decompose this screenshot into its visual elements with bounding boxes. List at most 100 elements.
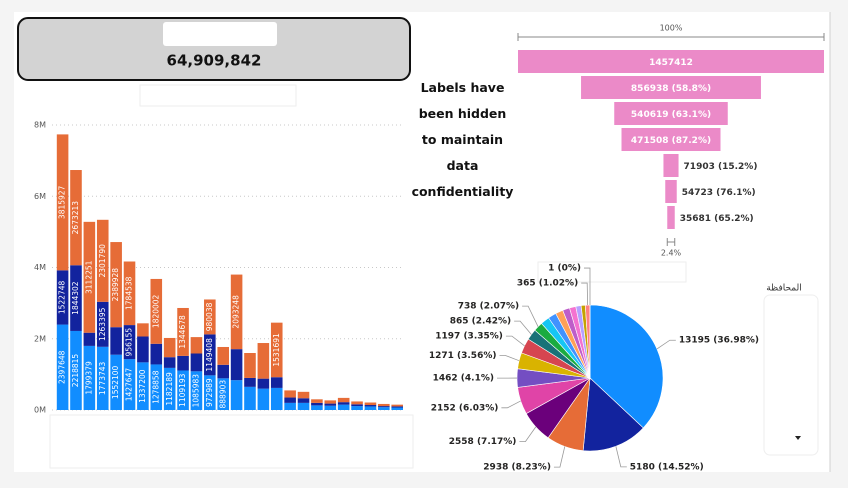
funnel-bar <box>621 128 721 151</box>
bar-segment <box>230 274 243 350</box>
bar-segment <box>217 378 229 410</box>
bar-segment <box>56 324 69 410</box>
bar-segment <box>391 406 403 408</box>
leader-line <box>519 426 537 443</box>
bar-segment <box>257 343 270 379</box>
y-tick-label: 6M <box>34 192 46 201</box>
leader-line <box>581 282 589 306</box>
bar-segment <box>163 357 176 368</box>
bar-segment <box>257 388 270 410</box>
data-label: 35681 (65.2%) <box>680 214 754 224</box>
bar-segment <box>70 330 82 410</box>
slicer-box[interactable] <box>763 294 819 456</box>
bar-segment <box>163 337 176 358</box>
leader-line <box>501 400 521 409</box>
bar-segment <box>378 403 390 407</box>
kpi-value: 64,909,842 <box>167 52 262 70</box>
data-label: 1197 (3.35%) <box>435 332 503 342</box>
data-label: 972989 <box>205 378 214 407</box>
leader-line <box>656 339 676 350</box>
data-label: 2389928 <box>111 268 120 302</box>
leader-line <box>505 335 525 347</box>
data-label: 865 (2.42%) <box>450 317 511 327</box>
bar-segment <box>364 402 377 406</box>
bar-segment <box>270 387 283 410</box>
bar-segment <box>56 270 69 325</box>
data-label: 2152 (6.03%) <box>431 403 499 413</box>
bar-segment <box>204 299 216 335</box>
dropdown-arrow[interactable] <box>795 436 801 440</box>
data-label: 1531691 <box>272 333 281 367</box>
bar-segment <box>177 370 189 410</box>
bar-segment <box>297 391 310 399</box>
leader-line <box>615 446 627 468</box>
bar-segment <box>123 325 136 360</box>
leader-line <box>583 267 591 306</box>
bar-segment <box>150 278 163 344</box>
bar-segment <box>337 404 350 410</box>
data-label: 1773743 <box>98 361 107 395</box>
bar-segment <box>378 406 390 408</box>
bar-segment <box>217 346 229 365</box>
bar-segment <box>190 353 203 372</box>
bar-segment <box>244 353 256 378</box>
bar-segment <box>70 265 82 331</box>
data-label: 1337200 <box>138 369 147 403</box>
bar-segment <box>137 362 149 410</box>
data-label: 365 (1.02%) <box>517 279 578 289</box>
bar-segment <box>110 327 122 355</box>
data-label: 1522748 <box>58 281 67 315</box>
bar-segment <box>364 406 377 410</box>
bar-segment <box>257 378 270 389</box>
y-tick-label: 8M <box>34 121 46 130</box>
bar-segment <box>217 364 229 379</box>
bar-segment <box>284 390 296 398</box>
bar-segment <box>351 404 363 407</box>
y-tick-label: 4M <box>34 263 46 272</box>
y-tick-label: 0M <box>34 406 46 415</box>
bar-segment <box>337 402 350 405</box>
leader-line <box>553 446 566 468</box>
bar-segment <box>123 261 136 326</box>
bar-segment <box>70 170 82 266</box>
bar-segment <box>96 219 109 302</box>
leader-line <box>499 355 520 362</box>
data-label: 1344678 <box>178 315 187 349</box>
data-label: 1457412 <box>649 58 693 68</box>
funnel-bar <box>665 180 677 203</box>
bar-segment <box>190 337 203 354</box>
data-label: 1263395 <box>98 307 107 341</box>
bar-segment <box>123 359 136 410</box>
bar-segment <box>244 386 256 410</box>
funnel-bar <box>667 206 675 229</box>
bar-segment <box>204 375 216 410</box>
data-label: 2673213 <box>71 201 80 235</box>
data-label: 471508 (87.2%) <box>631 136 711 146</box>
bar-segment <box>364 405 377 407</box>
bar-segment <box>391 407 403 410</box>
data-label: 2093248 <box>232 295 241 329</box>
data-label: 1799379 <box>84 361 93 395</box>
data-label: 2301790 <box>98 244 107 278</box>
data-label: 2558 (7.17%) <box>449 437 517 447</box>
bar-segment <box>56 134 69 271</box>
data-label: 1462 (4.1%) <box>433 374 494 384</box>
data-label: 3815927 <box>58 185 67 219</box>
slicer-title: المحافظة <box>766 284 802 294</box>
bar-segment <box>163 367 176 410</box>
data-label: 1427647 <box>125 368 134 402</box>
data-label: 1182189 <box>165 372 174 406</box>
hidden-label <box>163 22 277 46</box>
bar-segment <box>337 397 350 403</box>
data-label: 956155 <box>125 328 134 357</box>
bar-segment <box>150 364 163 410</box>
bar-segment <box>351 406 363 410</box>
y-tick-label: 2M <box>34 334 46 343</box>
bar-segment <box>244 377 256 387</box>
data-label: 54723 (76.1%) <box>682 188 756 198</box>
bar-segment <box>137 336 149 363</box>
data-label: 1820002 <box>151 294 160 328</box>
leader-line <box>522 305 539 327</box>
data-label: 2218815 <box>71 354 80 388</box>
